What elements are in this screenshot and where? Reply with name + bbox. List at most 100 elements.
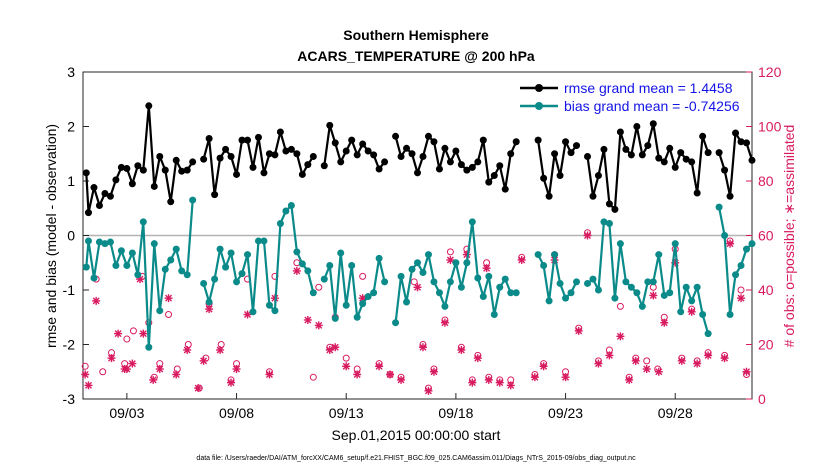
bias-point [167,256,175,264]
obs-possible-point [616,302,624,310]
obs-assimilated-point [292,266,301,275]
bias-point [359,300,367,308]
x-tick-label: 09/08 [219,405,254,421]
bias-point [600,218,608,226]
rmse-point [326,121,334,129]
obs-possible-point [165,311,173,319]
rmse-point [512,138,520,146]
rmse-point [309,152,317,160]
obs-assimilated-point [122,365,131,374]
obs-assimilated-point [199,356,208,365]
bias-point [452,259,460,267]
obs-assimilated-point [482,264,491,273]
obs-assimilated-point [539,362,548,371]
bias-point [677,308,685,316]
bias-point [551,251,559,259]
rmse-point [189,158,197,166]
rmse-point [732,129,740,137]
rmse-point [216,154,224,162]
obs-possible-point [446,248,454,256]
rmse-point [150,182,158,190]
bias-point [342,301,350,309]
obs-assimilated-point [353,370,362,379]
obs-assimilated-point [375,362,384,371]
bias-point [211,275,219,283]
rmse-point [101,190,109,198]
bias-point [139,218,147,226]
rmse-point [178,167,186,175]
rmse-point [583,152,591,160]
rmse-point [304,161,312,169]
bias-point [216,245,224,253]
obs-assimilated-point [583,231,592,240]
rmse-point [655,154,663,162]
bias-point [331,314,339,322]
obs-assimilated-point [429,367,438,376]
rmse-point [106,192,114,200]
bias-point [172,245,180,253]
bias-point [348,261,356,269]
obs-assimilated-point [314,321,323,330]
rmse-point [123,164,131,172]
rmse-point [441,144,449,152]
bias-point [622,278,630,286]
bias-point [117,247,125,255]
bias-point [748,240,756,248]
rmse-point [743,139,751,147]
bias-point [507,289,515,297]
rmse-point [414,169,421,177]
rmse-point [545,192,553,200]
bias-point [446,278,454,286]
rmse-point [205,134,213,142]
obs-assimilated-point [484,375,493,384]
obs-possible-point [123,335,131,343]
y-tick-label-left: 0 [67,228,75,244]
rmse-point [244,136,252,144]
rmse-point [381,158,389,166]
bias-point [485,272,493,280]
obs-assimilated-point [92,296,101,305]
bias-point [82,263,90,271]
rmse-point [567,149,575,157]
bias-point [583,279,591,287]
rmse-point [331,139,339,147]
obs-possible-point [359,272,367,280]
bias-point [222,263,230,271]
obs-possible-point [173,365,181,373]
rmse-point [249,163,257,171]
rmse-point [682,155,690,163]
bias-point [496,283,504,291]
bias-point [441,302,449,310]
legend-bias-marker [535,102,543,110]
bias-point [435,289,443,297]
obs-assimilated-point [506,381,515,390]
bias-point [106,238,114,246]
obs-assimilated-point [495,378,504,387]
rmse-point [134,162,142,170]
bias-point [304,267,312,275]
rmse-point [397,152,405,160]
obs-assimilated-point [468,378,477,387]
rmse-point [693,189,701,197]
chart-title-line2: ACARS_TEMPERATURE @ 200 hPa [297,48,535,64]
rmse-point [233,170,241,178]
y-tick-label-left: 1 [67,173,75,189]
obs-assimilated-point [194,384,203,393]
bias-point [644,278,652,286]
rmse-point [660,158,668,166]
y-tick-label-right: 60 [758,228,774,244]
bias-point [161,265,169,273]
obs-assimilated-point [574,326,583,335]
rmse-point [375,165,383,173]
rmse-point [627,151,635,159]
rmse-point [337,158,345,166]
rmse-point [403,144,411,152]
obs-possible-point [643,357,651,365]
obs-assimilated-point [677,356,686,365]
y-tick-label-left: 2 [67,119,75,135]
rmse-point [605,200,613,208]
rmse-point [145,102,153,110]
obs-assimilated-point [418,343,427,352]
bias-point [567,289,575,297]
rmse-point [633,123,641,130]
